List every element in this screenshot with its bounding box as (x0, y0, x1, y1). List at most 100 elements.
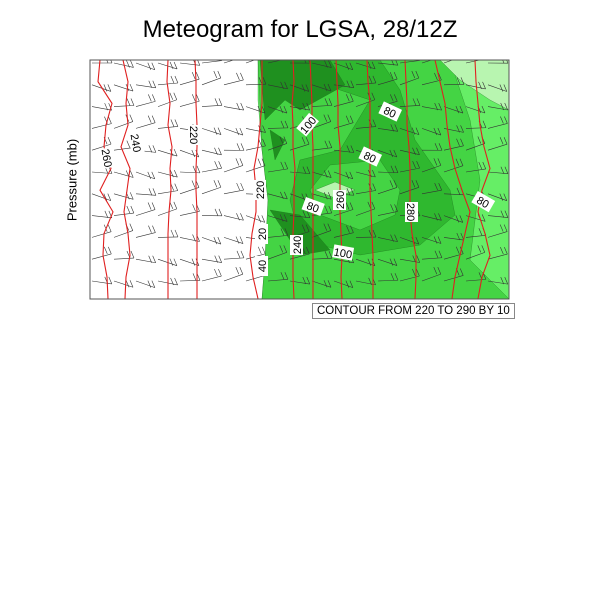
wind-barb (245, 83, 267, 86)
wind-barb-flag (306, 246, 310, 255)
wind-barb-flag (191, 149, 196, 158)
wind-barb-flag (499, 193, 504, 201)
wind-barb (267, 278, 288, 282)
contour-fill (309, 159, 401, 231)
wind-barb (179, 171, 200, 174)
wind-barb-flag (301, 137, 306, 145)
wind-barb-flag (262, 49, 265, 56)
wind-barb-flag (262, 77, 267, 85)
wind-barb (113, 230, 133, 238)
contour-label-text: 80 (305, 200, 321, 215)
contour-line (404, 60, 417, 299)
wind-barb-flag (169, 258, 174, 266)
wind-barb-flag (129, 223, 134, 231)
wind-barb-flag (261, 246, 266, 254)
wind-barb-flag (503, 84, 508, 92)
wind-barb (201, 149, 222, 156)
wind-barb-flag (411, 180, 416, 188)
contour-line (474, 60, 491, 299)
wind-barb-flag (304, 60, 307, 64)
wind-barb-flag (240, 102, 244, 111)
wind-barb-flag (350, 94, 354, 102)
wind-barb-flag (456, 77, 461, 85)
wind-barb-flag (349, 115, 354, 123)
contour-label-text: 260 (99, 148, 114, 168)
wind-barb-flag (504, 210, 509, 218)
wind-barb-flag (372, 75, 377, 84)
wind-barb (311, 105, 332, 107)
wind-barb (267, 193, 288, 200)
wind-barb-flag (106, 60, 109, 64)
contour-info-label: CONTOUR FROM 220 TO 290 BY 10 (312, 303, 515, 319)
wind-barb (421, 128, 441, 136)
wind-barb-flag (394, 124, 399, 132)
wind-barb-flag (323, 192, 328, 200)
wind-barb (311, 62, 332, 68)
wind-barb-flag (433, 127, 438, 136)
wind-barb (267, 60, 283, 64)
wind-barb-flag (213, 180, 218, 188)
contour-label-text: 220 (255, 181, 267, 199)
wind-barb (443, 215, 463, 223)
wind-barb-flag (151, 62, 156, 70)
wind-barb-flag (412, 255, 417, 263)
wind-barb (421, 165, 441, 173)
wind-barb-flag (349, 171, 354, 179)
wind-barb (421, 60, 433, 64)
wind-barb (267, 215, 288, 222)
wind-barb-flag (191, 258, 196, 266)
contour-label-bg (255, 224, 268, 244)
wind-barb (157, 99, 177, 107)
wind-barb-flag (301, 193, 306, 201)
wind-barb-flag (257, 158, 262, 166)
contour-label-text: 220 (187, 126, 199, 144)
wind-barb-flag (281, 52, 284, 59)
wind-barb (465, 127, 486, 129)
wind-barb-flag (327, 223, 332, 231)
wind-barb-flag (438, 213, 442, 221)
contour-label-text: 80 (361, 150, 377, 166)
wind-barb-flag (306, 102, 310, 111)
wind-barb-flag (236, 213, 240, 221)
wind-barb-flag (504, 102, 508, 111)
wind-barb-flag (148, 80, 153, 88)
wind-barb-flag (283, 214, 288, 222)
wind-barb (91, 280, 112, 285)
wind-barb (201, 237, 221, 245)
wind-barb-flag (285, 52, 288, 59)
wind-barb-flag (456, 232, 461, 241)
wind-barb (399, 77, 419, 86)
wind-barb-flag (500, 246, 504, 255)
wind-barb-flag (170, 277, 174, 286)
wind-barb-flag (499, 84, 504, 92)
wind-barb-flag (367, 61, 372, 70)
wind-barb (465, 60, 482, 64)
wind-barb (443, 237, 464, 241)
contour-label-bg (188, 125, 201, 145)
wind-barb (113, 121, 133, 129)
wind-barb-flag (433, 158, 438, 166)
wind-barb (135, 193, 156, 196)
contour-label-bg (290, 235, 303, 255)
wind-barb (311, 257, 332, 260)
wind-barb-flag (412, 161, 416, 169)
wind-barb-flag (151, 202, 156, 210)
wind-barb-flag (455, 158, 460, 166)
wind-barb (487, 123, 508, 129)
wind-barb-flag (412, 268, 416, 277)
wind-barb (223, 215, 244, 221)
wind-barb (91, 123, 112, 129)
wind-barb-flag (412, 147, 416, 155)
contour-line (120, 60, 131, 299)
wind-barb-flag (324, 60, 328, 68)
wind-barb-flag (416, 161, 420, 169)
wind-barb-flag (372, 169, 376, 178)
wind-barb-flag (152, 145, 157, 153)
wind-barb-flag (368, 75, 373, 84)
wind-barb-flag (323, 170, 328, 178)
wind-barb-flag (390, 94, 394, 102)
wind-barb-flag (240, 182, 244, 191)
wind-barb-flag (191, 180, 196, 188)
wind-barb-flag (434, 103, 438, 111)
wind-barb-flag (434, 250, 439, 258)
